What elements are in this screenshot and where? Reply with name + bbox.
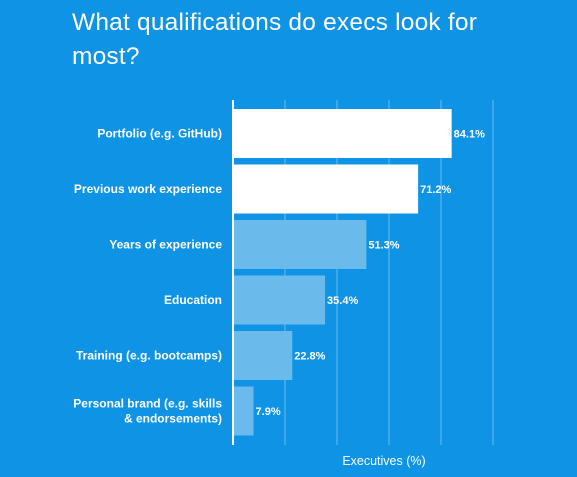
bars xyxy=(233,109,452,436)
category-labels: Portfolio (e.g. GitHub) Previous work exp… xyxy=(73,127,222,426)
category-label-0: Portfolio (e.g. GitHub) xyxy=(97,127,222,141)
category-label-line: Portfolio (e.g. GitHub) xyxy=(97,127,222,141)
category-label-4: Training (e.g. bootcamps) xyxy=(76,349,222,363)
category-label-3: Education xyxy=(164,293,222,307)
value-label-3: 35.4% xyxy=(327,295,358,307)
category-label-line: Years of experience xyxy=(109,238,222,252)
category-label-2: Years of experience xyxy=(109,238,222,252)
bar-0 xyxy=(233,109,452,158)
bar-1 xyxy=(233,164,419,214)
value-label-4: 22.8% xyxy=(294,351,325,363)
bar-5 xyxy=(233,386,254,436)
category-label-line: & endorsements) xyxy=(124,412,222,426)
category-label-line: Personal brand (e.g. skills xyxy=(73,397,222,411)
bar-4 xyxy=(233,331,293,380)
category-label-line: Education xyxy=(164,293,222,307)
chart-title: What qualifications do execs look for mo… xyxy=(72,9,478,70)
value-labels: 84.1% 71.2% 51.3% 35.4% 22.8% 7.9% xyxy=(256,129,486,419)
value-label-5: 7.9% xyxy=(256,406,281,418)
value-label-1: 71.2% xyxy=(420,184,451,196)
bar-2 xyxy=(233,220,367,269)
category-label-line: Training (e.g. bootcamps) xyxy=(76,349,222,363)
category-label-line: Previous work experience xyxy=(74,182,222,196)
value-label-2: 51.3% xyxy=(368,240,399,252)
category-label-1: Previous work experience xyxy=(74,182,222,196)
category-label-5: Personal brand (e.g. skills & endorsement… xyxy=(73,397,222,426)
x-axis-label: Executives (%) xyxy=(342,454,425,468)
value-label-0: 84.1% xyxy=(454,129,485,141)
bar-3 xyxy=(233,275,326,325)
